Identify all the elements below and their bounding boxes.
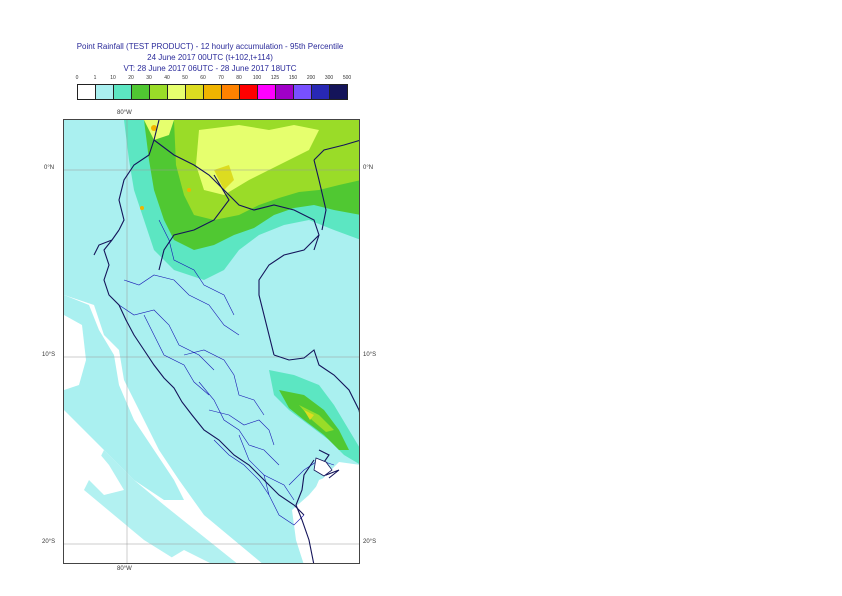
legend-color-box [167,84,186,100]
legend-threshold-label: 50 [182,75,188,81]
legend-color-box [257,84,276,100]
lat-label-0-right: 0°N [363,165,374,171]
legend-threshold-label: 500 [342,75,352,81]
legend-color-box [131,84,150,100]
rainfall-map: 80°W [63,119,360,564]
lat-label-10-left: 10°S [42,352,56,358]
legend-color-box [293,84,312,100]
legend-threshold-label: 30 [146,75,152,81]
legend-threshold-label: 0 [75,75,79,81]
legend-threshold-label: 40 [164,75,170,81]
legend-threshold-label: 20 [128,75,134,81]
legend-threshold-label: 125 [270,75,280,81]
legend-threshold-label: 80 [236,75,242,81]
legend-threshold-label: 1 [93,75,97,81]
lat-label-20-right: 20°S [363,539,377,545]
country-borders [93,120,359,563]
legend-color-box [221,84,240,100]
lon-label-bottom: 80°W [117,566,132,572]
color-legend: 0 1 10 20 30 40 50 60 70 80 100 125 150 200 300 500 [75,75,351,103]
chart-title: Point Rainfall (TEST PRODUCT) - 12 hourl… [76,42,344,51]
rain-50-60 [214,165,314,420]
lat-label-10-right: 10°S [363,352,377,358]
legend-color-box [185,84,204,100]
legend-threshold-label: 150 [288,75,298,81]
legend-color-box [311,84,330,100]
legend-threshold-label: 60 [200,75,206,81]
lon-label-top-outer: 80°W [117,110,132,116]
rain-1-10 [64,120,359,563]
legend-color-box [113,84,132,100]
legend-threshold-label: 10 [110,75,116,81]
dry-areas [64,315,359,563]
map-canvas [64,120,359,563]
legend-threshold-label: 300 [324,75,334,81]
legend-color-box [77,84,96,100]
legend-color-box [239,84,258,100]
legend-color-box [149,84,168,100]
legend-color-box [95,84,114,100]
legend-color-box [275,84,294,100]
legend-threshold-label: 70 [218,75,224,81]
legend-threshold-label: 100 [252,75,262,81]
graticule [64,120,359,563]
legend-threshold-label: 200 [306,75,316,81]
chart-subtitle-validity: VT: 28 June 2017 06UTC - 28 June 2017 18… [123,64,297,73]
legend-color-box [329,84,348,100]
rain-60-70 [140,125,191,210]
lat-label-0-left: 0°N [44,165,55,171]
lake-titicaca [313,457,333,477]
chart-subtitle-run: 24 June 2017 00UTC (t+102,t+114) [147,53,273,62]
lat-label-20-left: 20°S [42,539,56,545]
legend-color-box [203,84,222,100]
